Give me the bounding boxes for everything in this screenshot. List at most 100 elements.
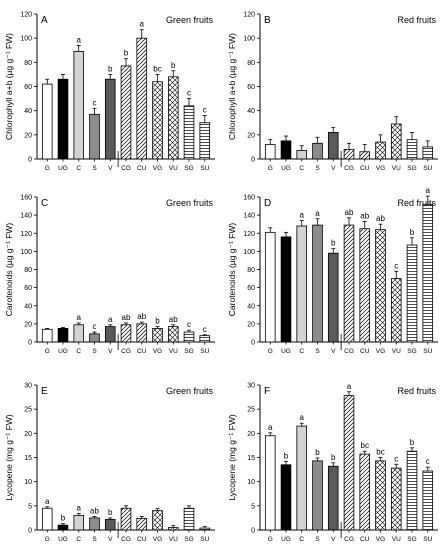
x-tick-label: CG xyxy=(121,348,131,355)
x-tick-label: CG xyxy=(344,165,354,172)
x-tick-label: C xyxy=(76,536,81,543)
x-tick-label: G xyxy=(45,348,50,355)
significance-letter: ab xyxy=(90,506,99,515)
x-tick-label: CG xyxy=(344,348,354,355)
significance-letter: c xyxy=(394,454,398,463)
bar-s xyxy=(89,113,100,160)
panel-title: Red fruits xyxy=(397,386,436,396)
y-tick-label: 60 xyxy=(247,285,255,292)
x-tick-label: G xyxy=(268,536,273,543)
panel-title: Red fruits xyxy=(397,15,436,25)
y-axis-label: Carotenoids (µg g⁻¹ FW) xyxy=(227,223,237,317)
y-tick-label: 25 xyxy=(24,407,32,414)
significance-letter: c xyxy=(187,320,191,329)
significance-letter: a xyxy=(45,497,50,506)
y-tick-label: 80 xyxy=(24,60,32,67)
bar-cu xyxy=(359,453,371,531)
y-tick-label: 100 xyxy=(20,249,32,256)
x-tick-label: UG xyxy=(281,165,291,172)
bar-v xyxy=(104,78,116,160)
x-tick-label: C xyxy=(76,165,81,172)
y-tick-label: 0 xyxy=(251,157,255,164)
chart-panel-a: 0 20 40 60 80 100 120 G UG a Cc Sb Vb CG a CU bc VG b VU c SG… xyxy=(4,12,215,172)
y-tick-label: 20 xyxy=(24,132,32,139)
x-tick-label: VU xyxy=(169,348,178,355)
bar-su xyxy=(199,527,211,531)
bar-cu xyxy=(136,518,148,531)
y-tick-label: 20 xyxy=(247,132,255,139)
x-tick-label: VG xyxy=(153,165,162,172)
significance-letter: b xyxy=(171,61,176,70)
x-tick-label: SU xyxy=(423,348,432,355)
chart-panel-f: 0 5 10 15 20 25 30 a Gb UG a Cb Sb Va CG bc CU bc VG c VU b SG… xyxy=(227,382,438,543)
significance-letter: ab xyxy=(376,214,385,223)
x-tick-label: VU xyxy=(392,348,401,355)
x-tick-label: SG xyxy=(407,348,416,355)
x-tick-label: SU xyxy=(200,348,209,355)
bar-cg xyxy=(120,507,132,531)
significance-letter: b xyxy=(124,49,129,58)
x-tick-label: CU xyxy=(137,348,147,355)
x-tick-label: SG xyxy=(407,536,416,543)
bar-vg xyxy=(375,460,386,531)
x-tick-label: VG xyxy=(153,348,162,355)
significance-letter: b xyxy=(108,508,113,517)
significance-letter: c xyxy=(203,106,207,115)
x-tick-label: VU xyxy=(169,165,178,172)
panel-letter: A xyxy=(41,15,48,26)
bar-cg xyxy=(343,148,355,160)
x-tick-label: CU xyxy=(360,165,370,172)
bar-ug xyxy=(280,140,292,160)
bar-su xyxy=(199,122,211,160)
significance-letter: c xyxy=(394,261,398,270)
panel-letter: E xyxy=(41,386,48,397)
x-tick-label: V xyxy=(108,536,113,543)
bar-ug xyxy=(57,78,69,160)
y-tick-label: 100 xyxy=(20,36,32,43)
x-tick-label: S xyxy=(315,348,320,355)
x-tick-label: VG xyxy=(376,165,385,172)
x-tick-label: VU xyxy=(392,536,401,543)
significance-letter: ab xyxy=(137,312,146,321)
significance-letter: a xyxy=(140,20,145,29)
x-tick-label: CU xyxy=(360,348,370,355)
panel-title: Red fruits xyxy=(397,198,436,208)
panel-letter: B xyxy=(264,15,271,26)
significance-letter: a xyxy=(300,413,305,422)
y-tick-label: 0 xyxy=(251,528,255,535)
panel-title: Green fruits xyxy=(166,198,214,208)
y-axis-label: Carotenoids (µg g⁻¹ FW) xyxy=(4,223,14,317)
y-tick-label: 10 xyxy=(247,479,255,486)
bar-vg xyxy=(152,510,163,531)
x-tick-label: S xyxy=(92,165,97,172)
significance-letter: b xyxy=(410,228,415,237)
y-tick-label: 0 xyxy=(28,157,32,164)
y-tick-label: 20 xyxy=(247,431,255,438)
x-tick-label: SU xyxy=(423,165,432,172)
bar-vg xyxy=(152,328,163,343)
bar-cg xyxy=(120,324,132,343)
bar-sg xyxy=(183,331,195,343)
bar-su xyxy=(422,470,434,531)
x-tick-label: SU xyxy=(200,536,209,543)
significance-letter: bc xyxy=(376,448,384,457)
significance-letter: b xyxy=(61,514,66,523)
bar-g xyxy=(264,231,276,343)
x-tick-label: CG xyxy=(344,536,354,543)
bar-v xyxy=(327,465,339,531)
y-tick-label: 120 xyxy=(243,12,255,19)
significance-letter: b xyxy=(331,453,336,462)
x-tick-label: S xyxy=(315,536,320,543)
x-tick-label: VU xyxy=(169,536,178,543)
x-tick-label: V xyxy=(108,348,113,355)
x-tick-label: G xyxy=(45,165,50,172)
x-tick-label: C xyxy=(76,348,81,355)
significance-letter: a xyxy=(315,209,320,218)
bar-vu xyxy=(167,326,179,343)
y-tick-label: 100 xyxy=(243,36,255,43)
significance-letter: a xyxy=(300,211,305,220)
y-axis-label: Chlorophyll a+b (µg g⁻¹ FW) xyxy=(227,33,237,140)
bar-v xyxy=(104,518,116,531)
bar-ug xyxy=(57,524,69,531)
